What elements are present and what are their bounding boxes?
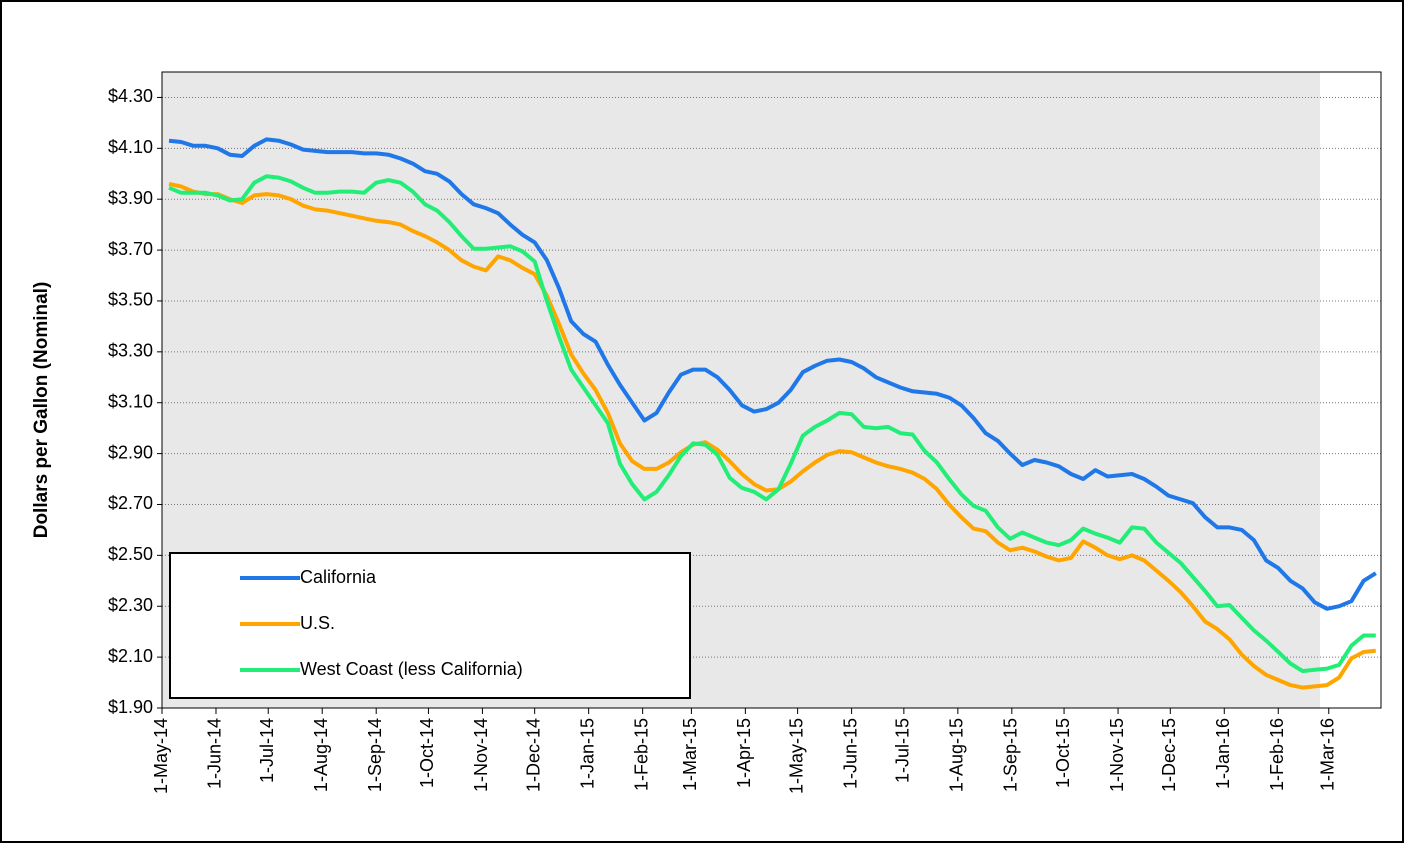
y-tick-label: $3.30: [108, 341, 153, 361]
x-tick-label: 1-Feb-16: [1267, 718, 1287, 791]
x-tick-label: 1-Jul-15: [893, 718, 913, 783]
legend-label: U.S.: [300, 613, 335, 633]
x-tick-label: 1-Mar-16: [1318, 718, 1338, 791]
x-tick-label: 1-Oct-15: [1053, 718, 1073, 788]
y-tick-label: $4.10: [108, 137, 153, 157]
y-axis-label: Dollars per Gallon (Nominal): [31, 282, 52, 539]
x-tick-label: 1-May-14: [151, 718, 171, 794]
x-tick-label: 1-Oct-14: [417, 718, 437, 788]
y-tick-label: $3.90: [108, 188, 153, 208]
x-tick-label: 1-Apr-15: [734, 718, 754, 788]
y-tick-label: $2.10: [108, 646, 153, 666]
x-tick-label: 1-Feb-15: [631, 718, 651, 791]
x-tick-label: 1-Jun-14: [205, 718, 225, 789]
series-line: [168, 174, 1376, 674]
plot-border: [161, 71, 1382, 709]
series-line: [168, 137, 1377, 611]
y-tick-label: $2.70: [108, 493, 153, 513]
y-tick-label: $3.10: [108, 391, 153, 411]
x-tick-label: 1-Dec-14: [523, 718, 543, 792]
x-tick-label: 1-May-15: [786, 718, 806, 794]
x-tick-label: 1-Sep-14: [365, 718, 385, 792]
x-tick-label: 1-Jun-15: [840, 718, 860, 789]
x-tick-label: 1-Aug-14: [311, 718, 331, 792]
x-tick-label: 1-Nov-15: [1107, 718, 1127, 792]
legend-label: California: [300, 567, 377, 587]
legend-label: West Coast (less California): [300, 659, 523, 679]
series-line: [168, 181, 1376, 690]
x-tick-label: 1-Sep-15: [1001, 718, 1021, 792]
y-tick-label: $3.70: [108, 239, 153, 259]
x-tick-label: 1-Aug-15: [947, 718, 967, 792]
x-tick-label: 1-Nov-14: [471, 718, 491, 792]
y-tick-label: $3.50: [108, 290, 153, 310]
y-tick-label: $2.90: [108, 442, 153, 462]
x-tick-label: 1-Jul-14: [257, 718, 277, 783]
y-tick-label: $4.30: [108, 86, 153, 106]
y-tick-label: $2.50: [108, 544, 153, 564]
x-tick-label: 1-Mar-15: [680, 718, 700, 791]
x-tick-label: 1-Dec-15: [1159, 718, 1179, 792]
y-tick-label: $2.30: [108, 595, 153, 615]
y-tick-label: $1.90: [108, 697, 153, 717]
x-tick-label: 1-Jan-15: [577, 718, 597, 789]
x-tick-label: 1-Jan-16: [1213, 718, 1233, 789]
